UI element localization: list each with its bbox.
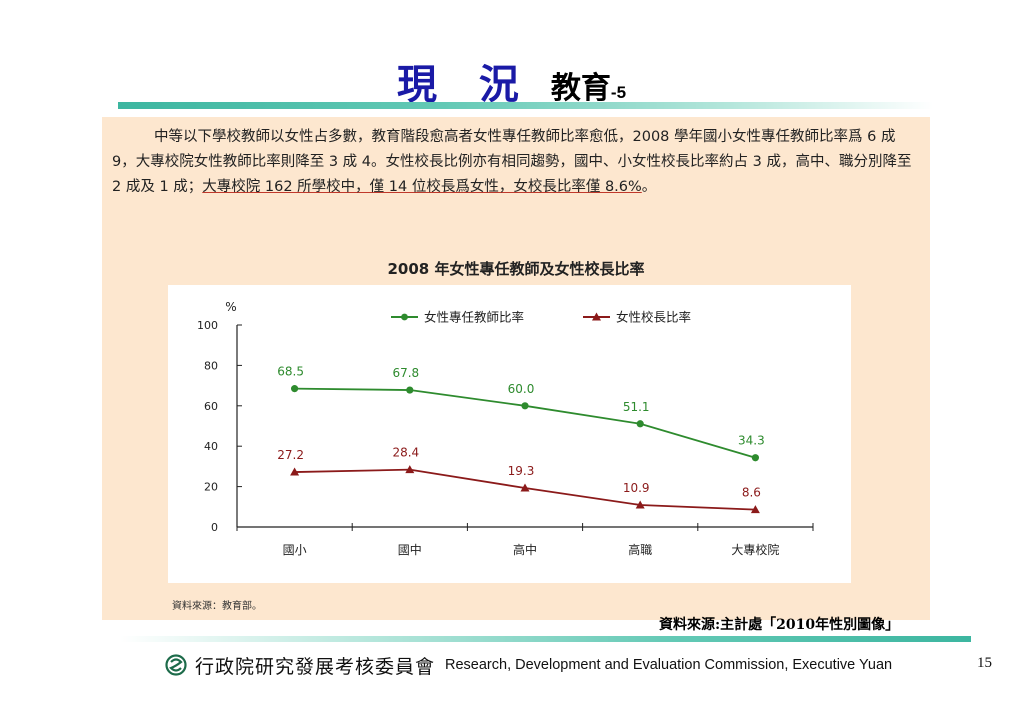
chart-title: 2008 年女性專任教師及女性校長比率: [387, 260, 645, 278]
org-logo-icon: [165, 654, 187, 676]
series-line-1: [294, 387, 756, 459]
y-tick-label: 20: [204, 481, 218, 494]
x-tick-label: 國小: [283, 543, 307, 557]
data-point: [635, 500, 645, 509]
summary-underlined-text: 大專校院 162 所學校中，僅 14 位校長爲女性，女校長比率僅 8.6%: [202, 179, 642, 195]
top-divider: [118, 102, 933, 109]
data-label: 34.3: [738, 434, 765, 448]
data-point: [751, 454, 760, 462]
data-label: 60.0: [508, 382, 535, 396]
org-name-english: Research, Development and Evaluation Com…: [445, 657, 893, 673]
data-point: [290, 467, 300, 476]
y-tick-label: 80: [204, 359, 218, 372]
title-subtitle: 教育: [550, 71, 611, 106]
data-label: 67.8: [392, 366, 419, 380]
summary-text: 中等以下學校教師以女性占多數，教育階段愈高者女性專任教師比率愈低，2008 學年…: [112, 129, 912, 195]
legend-label: 女性專任教師比率: [424, 310, 524, 325]
x-tick-label: 大專校院: [731, 542, 779, 557]
summary-text-end: 。: [641, 179, 657, 195]
x-tick-label: 國中: [398, 542, 422, 557]
legend-marker: [401, 313, 408, 321]
x-tick-label: 高中: [513, 542, 537, 557]
page-title: 現 況 教育-5: [0, 52, 1023, 110]
chart-container: 0 20 40 60 80 100 國小 國中 高中 高職 大專校院% 68.5 67.8 60.0 51…: [168, 285, 851, 583]
x-tick-label: 高職: [628, 542, 652, 557]
y-axis-unit: %: [225, 300, 236, 314]
data-point: [291, 385, 299, 393]
data-label: 8.6: [742, 486, 761, 500]
content-panel: 中等以下學校教師以女性占多數，教育階段愈高者女性專任教師比率愈低，2008 學年…: [102, 117, 930, 620]
title-main: 現 況: [396, 61, 533, 108]
y-tick-label: 100: [197, 319, 218, 332]
data-point: [520, 483, 530, 492]
data-label: 68.5: [277, 365, 304, 379]
line-chart: 0 20 40 60 80 100 國小 國中 高中 高職 大專校院% 68.5 67.8 60.0 51…: [197, 300, 814, 557]
chart-source-note: 資料來源：教育部。: [172, 601, 262, 612]
data-label: 27.2: [277, 448, 304, 462]
bottom-divider: [120, 636, 971, 642]
legend-marker: [592, 312, 601, 321]
data-point: [636, 420, 644, 428]
y-tick-label: 0: [211, 521, 218, 534]
data-point: [406, 386, 414, 394]
data-label: 28.4: [392, 446, 419, 460]
slide-source-note: 資料來源:主計處「2010年性別圖像」: [659, 617, 900, 633]
data-point: [521, 402, 529, 410]
footer: 行政院研究發展考核委員會 Research, Development and E…: [165, 652, 892, 678]
y-tick-label: 60: [204, 400, 218, 413]
y-tick-label: 40: [204, 440, 218, 453]
data-point: [405, 465, 415, 474]
title-suffix: -5: [610, 83, 627, 102]
summary-paragraph: 中等以下學校教師以女性占多數，教育階段愈高者女性專任教師比率愈低，2008 學年…: [112, 125, 920, 200]
data-label: 51.1: [623, 400, 650, 414]
data-label: 19.3: [508, 464, 535, 478]
data-point: [750, 505, 760, 514]
legend-label: 女性校長比率: [616, 310, 691, 325]
data-label: 10.9: [623, 481, 650, 495]
page-number: 15: [977, 655, 992, 671]
org-name-chinese: 行政院研究發展考核委員會: [195, 655, 436, 678]
